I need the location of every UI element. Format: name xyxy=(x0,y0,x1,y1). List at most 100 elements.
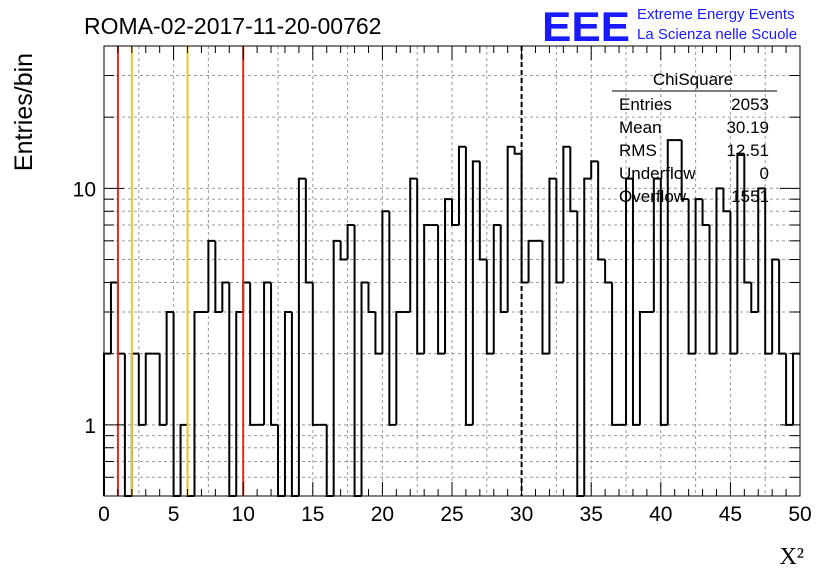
x-tick-label: 45 xyxy=(719,503,742,526)
histogram-bin xyxy=(249,282,258,426)
histogram-bin xyxy=(158,353,167,426)
histogram-bin xyxy=(590,160,599,179)
histogram-bin xyxy=(680,140,689,201)
stats-value-overflow: 1551 xyxy=(731,187,769,206)
histogram-bin xyxy=(625,177,633,425)
histogram-bin xyxy=(214,240,223,313)
histogram-bin xyxy=(242,281,251,312)
histogram-bin xyxy=(263,281,272,425)
x-tick-label: 0 xyxy=(98,503,110,526)
histogram-bin xyxy=(583,177,592,496)
y-tick-labels: 1 10 xyxy=(73,178,96,437)
histogram-bin xyxy=(381,210,390,354)
histogram-bin xyxy=(506,145,515,312)
histogram-bin xyxy=(346,223,355,260)
histogram-bin xyxy=(451,199,459,226)
histogram-bin xyxy=(771,258,780,354)
histogram-bin xyxy=(492,223,501,354)
histogram-bin xyxy=(631,178,640,426)
x-tick-label: 40 xyxy=(649,503,672,526)
stats-value-mean: 30.19 xyxy=(726,118,769,137)
histogram-bin xyxy=(144,352,153,425)
histogram-bin xyxy=(304,178,313,284)
histogram-bin xyxy=(311,282,320,426)
histogram-bin xyxy=(116,282,125,355)
histogram-bin xyxy=(743,153,752,284)
histogram-bin xyxy=(722,188,731,213)
stats-label-overflow: Overflow xyxy=(619,187,687,206)
histogram-bin xyxy=(708,224,717,355)
logo-line-2: La Scienza nelle Scuole xyxy=(637,26,797,43)
histogram-bin xyxy=(416,178,425,355)
histogram-bin xyxy=(757,187,766,312)
histogram-bin xyxy=(785,353,794,426)
x-tick-label: 35 xyxy=(580,503,603,526)
histogram-bin xyxy=(109,281,118,354)
histogram-bin xyxy=(687,199,696,355)
histogram-bin xyxy=(471,160,480,425)
stats-value-rms: 12.51 xyxy=(726,141,769,160)
axis-ticks xyxy=(103,46,801,496)
histogram-bin xyxy=(520,153,529,284)
chart-title: ROMA-02-2017-11-20-00762 xyxy=(84,13,381,39)
histogram-bin xyxy=(513,146,522,155)
histogram-bin xyxy=(736,152,745,354)
histogram-bin xyxy=(485,259,494,355)
x-tick-label: 25 xyxy=(440,503,463,526)
stats-value-underflow: 0 xyxy=(760,164,769,183)
x-tick-label: 50 xyxy=(788,503,811,526)
histogram-bin xyxy=(694,198,703,354)
histogram-bin xyxy=(611,282,620,426)
logo-line-1: Extreme Energy Events xyxy=(637,6,795,23)
histogram-bin xyxy=(283,311,292,496)
histogram-bin xyxy=(290,312,299,497)
histogram-bin xyxy=(221,281,230,312)
x-axis-label: X² xyxy=(779,544,804,570)
histogram-bin xyxy=(541,240,550,355)
stats-box: ChiSquare Entries 2053 Mean 30.19 RMS 12… xyxy=(612,70,777,206)
histogram-bin xyxy=(360,281,369,496)
histogram-bin xyxy=(172,312,181,497)
histogram-bin xyxy=(499,224,508,313)
histogram-bin xyxy=(729,211,738,355)
histogram-bin xyxy=(207,239,216,312)
stats-label-entries: Entries xyxy=(619,95,672,114)
histogram-bin xyxy=(464,146,473,426)
histogram-bin xyxy=(701,199,710,226)
x-tick-labels: 0 5 10 15 20 25 30 35 40 45 50 xyxy=(98,503,812,526)
eee-logo: EEE Extreme Energy Events La Scienza nel… xyxy=(542,3,797,50)
histogram-bin xyxy=(666,139,675,425)
histogram-bin xyxy=(548,177,557,354)
histogram-bin xyxy=(750,282,759,313)
histogram-bin xyxy=(444,198,452,354)
histogram-bin xyxy=(555,178,564,284)
histogram-bars xyxy=(103,139,800,497)
histogram-bin xyxy=(764,188,773,355)
histogram-bin xyxy=(792,352,800,425)
histogram-bin xyxy=(778,259,787,355)
x-tick-label: 5 xyxy=(168,503,180,526)
stats-value-entries: 2053 xyxy=(731,95,769,114)
histogram-bin xyxy=(353,224,362,497)
histogram-bin xyxy=(597,161,606,261)
histogram-bin xyxy=(652,177,661,312)
histogram-bin xyxy=(270,282,278,426)
histogram-bin xyxy=(527,239,536,283)
histogram-bin xyxy=(374,312,383,355)
histogram-bin xyxy=(235,311,244,496)
histogram-bin xyxy=(478,161,487,261)
histogram-bin xyxy=(165,311,174,425)
y-tick-label: 10 xyxy=(73,178,96,201)
histogram-bin xyxy=(297,177,306,496)
histogram-bin xyxy=(137,353,146,426)
y-tick-label: 1 xyxy=(84,415,96,438)
histogram-bin xyxy=(569,146,578,213)
y-axis-label: Entries/bin xyxy=(10,53,38,171)
histogram-bin xyxy=(638,311,647,425)
histogram-bin xyxy=(193,311,202,496)
histogram-bin xyxy=(228,282,237,497)
histogram-bin xyxy=(332,239,341,496)
threshold-lines xyxy=(116,46,523,496)
stats-label-mean: Mean xyxy=(619,118,662,137)
